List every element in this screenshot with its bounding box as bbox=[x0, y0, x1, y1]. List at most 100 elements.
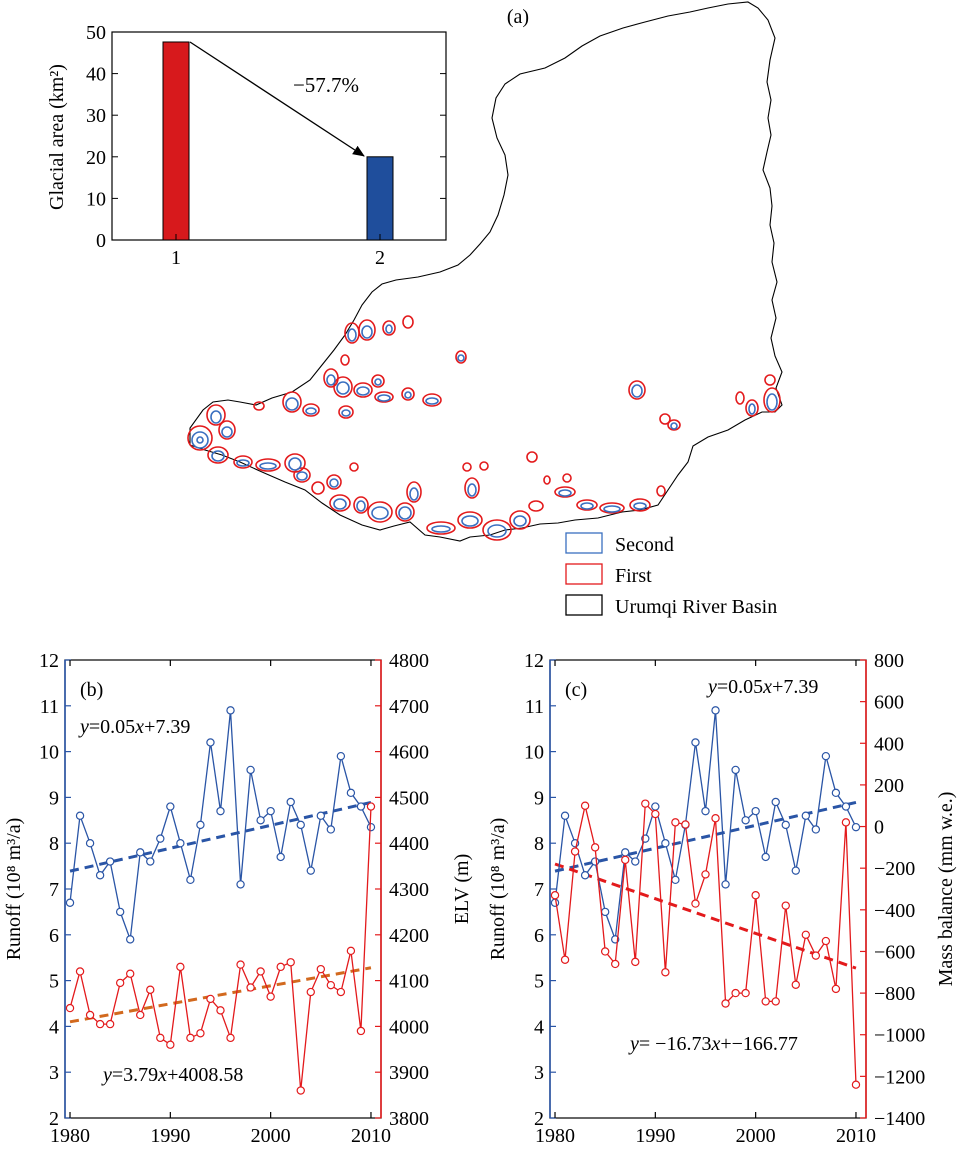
panel-b-ylabel-left: Runoff (10⁸ m³/a) bbox=[3, 818, 25, 961]
b-point-0 bbox=[226, 706, 235, 715]
c-right-tick-label: −1000 bbox=[874, 1025, 925, 1047]
c-point-1 bbox=[570, 847, 580, 856]
panel-b-ticks: 2 3 4 5 6 7 8 9 10 11 12 3800 3900 4000 4100 4200 4300 44… bbox=[39, 650, 429, 1147]
b-point-0 bbox=[246, 765, 255, 775]
b-x-tick-label: 1980 bbox=[50, 1125, 90, 1147]
c-point-1 bbox=[721, 999, 730, 1008]
c-point-1 bbox=[580, 801, 590, 810]
legend-label-second: Second bbox=[615, 534, 674, 556]
c-point-1 bbox=[560, 955, 570, 964]
c-point-0 bbox=[691, 738, 700, 747]
inset-ytick-label: 40 bbox=[86, 64, 106, 86]
c-point-1 bbox=[661, 968, 670, 977]
b-left-tick-label: 8 bbox=[49, 833, 59, 855]
b-point-0 bbox=[186, 875, 195, 885]
b-point-0 bbox=[95, 871, 105, 880]
panel-a-map: (a) bbox=[187, 1, 783, 618]
c-point-1 bbox=[641, 799, 650, 808]
legend-swatch-second bbox=[565, 532, 603, 554]
b-x-tick-label: 2010 bbox=[351, 1125, 391, 1147]
c-point-1 bbox=[851, 1080, 861, 1089]
b-point-1 bbox=[105, 1019, 115, 1029]
panel-b-trend-eq-elv: y=3.79x+4008.58 bbox=[101, 1064, 243, 1086]
c-point-0 bbox=[671, 875, 680, 885]
panel-c-ticks: 2 3 4 5 6 7 8 9 10 11 12 −1400 −1200 −1000 −800 −600 −40… bbox=[524, 650, 925, 1147]
b-point-0 bbox=[236, 880, 245, 889]
c-point-0 bbox=[621, 848, 630, 857]
panel-b-trendlines bbox=[69, 800, 372, 1024]
inset-frame bbox=[111, 31, 447, 241]
b-point-1 bbox=[296, 1086, 305, 1095]
inset-xtick-label: 2 bbox=[375, 247, 385, 269]
c-left-tick-label: 10 bbox=[524, 742, 544, 764]
b-point-1 bbox=[306, 987, 315, 997]
inset-bar bbox=[366, 156, 394, 241]
c-left-tick-label: 6 bbox=[534, 925, 544, 947]
glacier-second-outlines bbox=[191, 324, 778, 538]
c-right-tick-label: −200 bbox=[874, 858, 915, 880]
b-point-1 bbox=[206, 994, 215, 1004]
c-x-tick-label: 1980 bbox=[535, 1125, 575, 1147]
b-point-1 bbox=[336, 987, 346, 997]
change-arrow bbox=[189, 41, 365, 157]
c-point-1 bbox=[631, 957, 640, 967]
c-point-0 bbox=[721, 880, 730, 889]
b-point-0 bbox=[75, 811, 85, 820]
b-point-0 bbox=[306, 866, 315, 875]
panel-c-ylabel-left: Runoff (10⁸ m³/a) bbox=[487, 818, 509, 961]
inset-ytick-label: 10 bbox=[86, 188, 106, 210]
inset-ytick-label: 50 bbox=[86, 22, 106, 44]
b-point-1 bbox=[236, 960, 245, 969]
c-point-0 bbox=[590, 857, 600, 866]
b-left-tick-label: 2 bbox=[49, 1108, 59, 1130]
b-point-0 bbox=[126, 935, 135, 944]
b-point-0 bbox=[196, 820, 205, 830]
c-point-1 bbox=[761, 997, 770, 1006]
c-point-0 bbox=[801, 811, 811, 820]
change-annotation: −57.7% bbox=[293, 73, 359, 97]
c-point-1 bbox=[590, 843, 600, 852]
b-point-0 bbox=[176, 839, 185, 848]
b-point-0 bbox=[326, 825, 336, 834]
b-right-tick-label: 4100 bbox=[389, 971, 429, 993]
b-point-1 bbox=[126, 969, 135, 978]
c-right-tick-label: 200 bbox=[874, 775, 904, 797]
c-point-1 bbox=[811, 951, 821, 960]
b-point-0 bbox=[85, 839, 95, 848]
b-point-1 bbox=[226, 1033, 235, 1043]
b-point-1 bbox=[176, 962, 185, 972]
c-left-tick-label: 2 bbox=[534, 1108, 544, 1130]
b-left-tick-label: 4 bbox=[49, 1016, 59, 1038]
panel-b-ylabel-right: ELV (m) bbox=[451, 854, 473, 925]
c-point-1 bbox=[681, 820, 690, 829]
b-left-tick-label: 11 bbox=[40, 696, 59, 718]
inset-ytick-label: 30 bbox=[86, 105, 106, 127]
inset-ylabel: Glacial area (km²) bbox=[46, 64, 68, 210]
b-point-0 bbox=[136, 848, 145, 857]
c-left-tick-label: 7 bbox=[534, 879, 544, 901]
b-x-tick-label: 1990 bbox=[150, 1125, 190, 1147]
b-point-1 bbox=[246, 983, 255, 992]
b-left-tick-label: 12 bbox=[39, 650, 59, 672]
c-point-1 bbox=[651, 809, 660, 819]
c-left-tick-label: 11 bbox=[525, 696, 544, 718]
map-legend: Second First Urumqi River Basin bbox=[565, 532, 777, 618]
b-point-1 bbox=[146, 985, 155, 994]
c-point-0 bbox=[821, 751, 831, 761]
inset-bar bbox=[162, 41, 190, 241]
b-point-1 bbox=[95, 1019, 105, 1029]
c-right-tick-label: −800 bbox=[874, 983, 915, 1005]
b-left-tick-label: 6 bbox=[49, 925, 59, 947]
b-point-0 bbox=[105, 857, 115, 866]
panel-a-label: (a) bbox=[507, 6, 529, 28]
c-point-0 bbox=[831, 788, 841, 798]
b-point-1 bbox=[65, 1003, 75, 1013]
legend-label-basin: Urumqi River Basin bbox=[615, 596, 777, 618]
panel-c-trend-eq-runoff: y=0.05x+7.39 bbox=[706, 676, 818, 698]
inset-bars bbox=[162, 41, 394, 241]
b-point-1 bbox=[346, 946, 356, 956]
c-point-0 bbox=[580, 871, 590, 880]
b-point-0 bbox=[296, 820, 305, 830]
